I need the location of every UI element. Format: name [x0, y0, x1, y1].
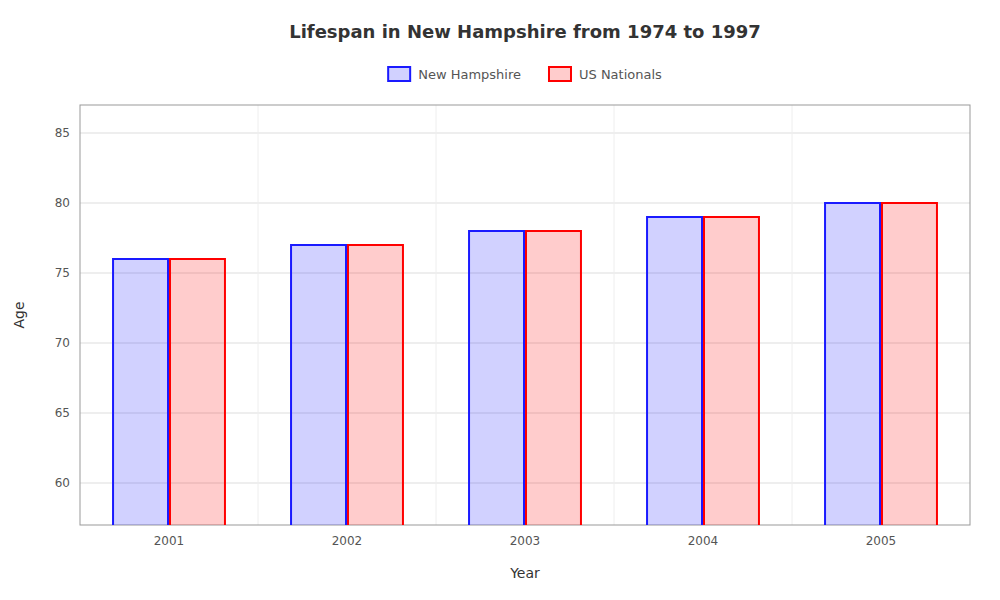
- group-separator: [614, 105, 615, 525]
- y-axis-label: Age: [11, 301, 27, 328]
- bar: [113, 259, 168, 525]
- x-tick-label: 2005: [866, 534, 897, 548]
- legend-item: US Nationals: [549, 67, 662, 82]
- bar: [882, 203, 937, 525]
- bar: [647, 217, 702, 525]
- title: Lifespan in New Hampshire from 1974 to 1…: [289, 21, 761, 42]
- bar: [526, 231, 581, 525]
- legend: New Hampshire US Nationals: [388, 67, 662, 82]
- chart: 60 65 70 75 80 85 2001 2002 2003 2004 2005 Year Age L…: [0, 0, 1000, 600]
- x-tick-label: 2001: [154, 534, 185, 548]
- bar: [291, 245, 346, 525]
- legend-item: New Hampshire: [388, 67, 521, 82]
- y-tick-label: 65: [55, 406, 70, 420]
- legend-swatch: [549, 67, 571, 81]
- bar: [170, 259, 225, 525]
- x-tick-label: 2002: [332, 534, 363, 548]
- group-separator: [792, 105, 793, 525]
- y-tick-label: 80: [55, 196, 70, 210]
- y-tick-label: 85: [55, 126, 70, 140]
- y-tick-label: 70: [55, 336, 70, 350]
- grid-line: [80, 133, 970, 134]
- bar: [825, 203, 880, 525]
- legend-label: US Nationals: [579, 67, 662, 82]
- x-axis-label: Year: [509, 565, 540, 581]
- x-tick-label: 2003: [510, 534, 541, 548]
- group-separator: [258, 105, 259, 525]
- bar: [469, 231, 524, 525]
- x-tick-label: 2004: [688, 534, 719, 548]
- bars: [113, 203, 937, 525]
- legend-label: New Hampshire: [418, 67, 521, 82]
- bar: [348, 245, 403, 525]
- legend-swatch: [388, 67, 410, 81]
- group-separator: [436, 105, 437, 525]
- y-tick-label: 60: [55, 476, 70, 490]
- y-tick-label: 75: [55, 266, 70, 280]
- bar: [704, 217, 759, 525]
